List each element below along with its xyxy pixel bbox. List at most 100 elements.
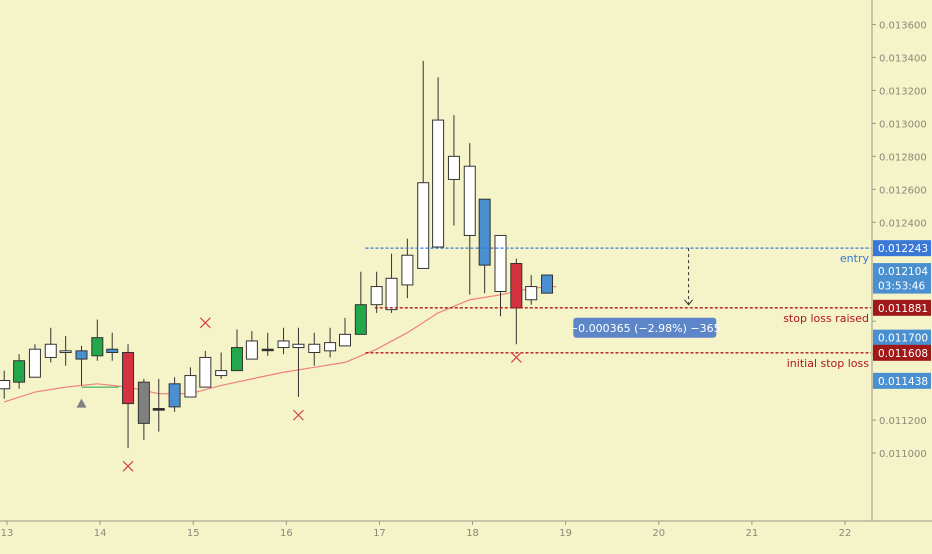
candle[interactable] — [184, 367, 197, 398]
time-tick-label: 22 — [839, 528, 852, 539]
candle-body — [137, 381, 150, 424]
candle[interactable] — [91, 319, 104, 361]
candle[interactable] — [417, 60, 430, 269]
measure-label: −0.000365 (−2.98%) −365 — [569, 322, 721, 335]
candle-body — [494, 234, 507, 293]
candle[interactable] — [152, 378, 165, 432]
price-tag-tag-1608[interactable]: 0.011608 — [873, 344, 931, 361]
price-tick-label: 0.013200 — [879, 86, 927, 97]
price-tag-bg — [873, 299, 931, 316]
candle-body — [106, 348, 119, 353]
candle[interactable] — [354, 271, 367, 335]
price-axis[interactable]: 0.013600 0.013400 0.013200 0.013000 0.012800… — [872, 20, 927, 460]
candle-body — [541, 274, 554, 294]
candle-body — [292, 343, 305, 349]
candle[interactable] — [106, 332, 119, 361]
candle-body — [13, 360, 26, 383]
candle[interactable] — [494, 234, 507, 317]
x-marker — [122, 460, 134, 472]
triangle-marker — [76, 398, 87, 408]
candle[interactable] — [261, 332, 274, 356]
candle[interactable] — [324, 327, 337, 358]
candle[interactable] — [28, 344, 41, 378]
price-tag-tag-stop-raised[interactable]: 0.011881 — [873, 299, 931, 316]
price-tag-bg — [873, 372, 931, 389]
candle[interactable] — [338, 317, 351, 347]
candle[interactable] — [277, 327, 290, 355]
candle-body — [385, 277, 398, 311]
candle[interactable] — [541, 274, 554, 294]
candle-body — [401, 254, 414, 286]
price-tick-label: 0.012400 — [879, 218, 927, 229]
x-marker — [293, 409, 304, 421]
time-axis[interactable]: 13 14 15 16 17 18 19 20 21 22 — [1, 521, 852, 539]
time-tick-label: 14 — [94, 528, 107, 539]
candle[interactable] — [199, 350, 212, 388]
candle-body — [277, 340, 290, 349]
candle[interactable] — [292, 327, 305, 397]
candle-body — [199, 356, 212, 388]
candle[interactable] — [478, 198, 491, 294]
candle-body — [75, 350, 88, 360]
price-tag-text: 0.011608 — [878, 348, 928, 360]
candle[interactable] — [13, 354, 26, 389]
x-marker-stroke — [293, 409, 304, 421]
price-tag-tag-entry[interactable]: 0.012243 — [873, 240, 931, 257]
candle[interactable] — [215, 352, 228, 379]
price-tick-label: 0.011000 — [879, 449, 927, 460]
candle-body — [184, 375, 197, 398]
candle[interactable] — [44, 327, 57, 363]
time-tick-label: 21 — [746, 528, 759, 539]
price-tag-tag-last[interactable]: 0.012104 — [873, 263, 931, 280]
candle[interactable] — [122, 344, 135, 449]
price-tag-text: 0.011438 — [878, 376, 928, 388]
candle[interactable] — [432, 77, 445, 248]
measure-box[interactable] — [573, 317, 717, 338]
candle[interactable] — [245, 331, 258, 360]
candle-body — [463, 165, 476, 236]
x-marker — [510, 352, 522, 363]
price-tag-text: 0.012104 — [878, 266, 928, 278]
candle-body — [0, 380, 11, 390]
candle-body — [44, 343, 57, 358]
time-tick-label: 17 — [373, 528, 386, 539]
candle[interactable] — [59, 336, 72, 366]
candle-body — [28, 348, 41, 378]
candle[interactable] — [0, 370, 11, 399]
candles[interactable] — [0, 60, 554, 449]
candle[interactable] — [168, 377, 181, 412]
time-tick-label: 18 — [466, 528, 479, 539]
x-marker — [199, 317, 211, 329]
candle[interactable] — [137, 378, 150, 440]
price-tag-bg — [873, 263, 931, 280]
time-tick-label: 19 — [559, 528, 572, 539]
level-label-stop-raised: stop loss raised — [783, 312, 869, 325]
candle[interactable] — [525, 275, 538, 305]
candle[interactable] — [230, 329, 243, 372]
candle[interactable] — [75, 345, 88, 386]
time-tick-label: 20 — [652, 528, 665, 539]
price-tag-tag-1700[interactable]: 0.011700 — [873, 329, 931, 346]
price-tag-tag-countdown[interactable]: 03:53:46 — [873, 277, 931, 294]
price-tick-label: 0.012600 — [879, 185, 927, 196]
candle[interactable] — [308, 332, 321, 366]
price-tag-tag-1438[interactable]: 0.011438 — [873, 372, 931, 389]
candle-body — [417, 182, 430, 269]
candle-body — [59, 350, 72, 353]
candle-body — [324, 342, 337, 352]
candle[interactable] — [447, 115, 460, 226]
price-tag-bg — [873, 240, 931, 257]
candle-body — [122, 351, 135, 405]
time-tick-label: 13 — [1, 528, 14, 539]
candle-body — [230, 347, 243, 372]
candle-body — [215, 370, 228, 377]
candle[interactable] — [370, 271, 383, 313]
candle-body — [432, 119, 445, 248]
candle[interactable] — [385, 253, 398, 313]
price-tick-label: 0.011200 — [879, 416, 927, 427]
candle-body — [510, 262, 523, 309]
candle[interactable] — [463, 143, 476, 295]
